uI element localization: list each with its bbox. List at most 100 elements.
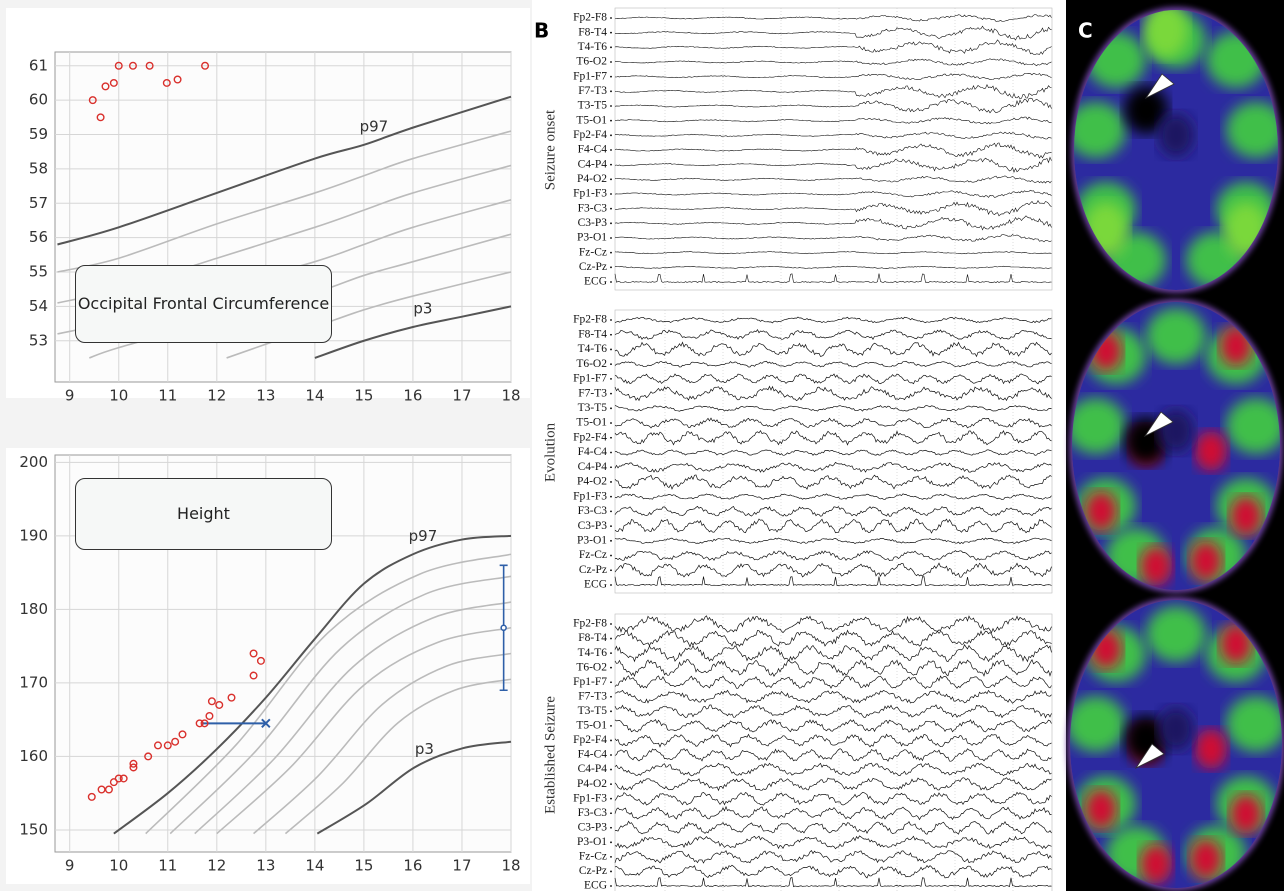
eeg-channel-label: T3-T5 [578,100,608,112]
eeg-channel-label: T4-T6 [578,343,608,355]
eeg-marker [610,31,612,34]
data-point [97,785,106,794]
eeg-marker [610,363,612,366]
eeg-channel-label: T4-T6 [578,647,608,659]
pet-blob [1074,102,1126,158]
target-point [500,624,507,632]
y-tick-label: 61 [29,56,48,74]
eeg-marker [610,222,612,225]
eeg-channel-label: Fp2-F8 [573,618,607,630]
x-tick-label: 18 [501,387,520,405]
pet-blob [1146,308,1206,364]
eeg-marker [610,666,612,669]
data-point [114,774,123,783]
eeg-marker [610,695,612,698]
eeg-marker [610,61,612,63]
pet-blob [1190,541,1222,581]
eeg-trace [614,505,1052,517]
eeg-trace [614,576,1052,587]
eeg-trace [614,493,1052,500]
eeg-marker [610,319,612,321]
eeg-marker [610,451,612,454]
pet-blob [1220,624,1252,664]
eeg-trace [614,615,1052,634]
eeg-marker [610,539,612,542]
pet-arrowhead [1143,411,1174,438]
x-tick-label: 16 [403,387,422,405]
pet-blob [1158,113,1194,157]
eeg-trace [614,689,1052,704]
eeg-trace [614,550,1052,562]
eeg-marker [610,826,612,829]
eeg-marker [610,90,612,93]
data-point [195,719,204,728]
eeg-channel-label: Fz-Cz [579,549,607,561]
eeg-trace [614,719,1052,733]
eeg-channel-label: T3-T5 [578,402,608,414]
eeg-channel-label: P3-O1 [577,534,607,546]
pet-blob [1195,431,1227,471]
eeg-trace [614,449,1052,456]
eeg-trace [614,474,1052,490]
eeg-marker [610,481,612,483]
panel-label: B [534,19,549,43]
eeg-trace [614,265,1052,269]
pet-blob [1085,491,1117,531]
x-tick-label: 16 [403,857,422,875]
eeg-marker [610,495,612,498]
eeg-channel-label: Cz-Pz [579,865,607,877]
eeg-marker [610,333,612,336]
pet-blob [1195,729,1227,769]
data-point [104,785,113,794]
x-tick-label: 17 [452,387,471,405]
percentile-curve [57,95,512,246]
eeg-marker [610,739,612,742]
eeg-marker [610,163,612,166]
data-point [109,78,118,87]
eeg-channel-label: Fp1-F3 [573,792,607,804]
eeg-marker [610,105,612,107]
y-tick-label: 57 [29,194,48,212]
pet-blob [1140,844,1172,884]
percentile-curve [253,652,512,835]
data-point [129,763,138,772]
eeg-channel-label: F3-C3 [578,807,608,819]
eeg-channel-label: Fp1-F7 [573,373,607,385]
eeg-channel-label: F3-C3 [578,505,608,517]
eeg-trace [614,131,1052,140]
eeg-trace [614,72,1052,81]
eeg-marker [610,510,612,513]
eeg-marker [610,724,612,727]
x-tick-label: 12 [207,857,226,875]
eeg-trace [614,39,1052,56]
y-tick-label: 200 [19,453,48,471]
eeg-trace [614,791,1052,806]
data-point [227,693,236,702]
eeg-trace [614,518,1052,534]
pet-arrowhead [1144,73,1175,100]
eeg-channel-label: F7-T3 [578,690,607,702]
y-tick-label: 180 [19,600,48,618]
x-tick-label: 15 [354,387,373,405]
eeg-trace [614,562,1052,578]
data-point [249,649,258,658]
eeg-marker [610,466,612,469]
eeg-trace [614,461,1052,473]
percentile-curve [284,678,512,835]
eeg-trace [614,175,1052,184]
eeg-trace [614,273,1052,283]
data-point [173,75,182,84]
pet-images [1067,7,1284,891]
eeg-marker [610,119,612,122]
eeg-trace [614,116,1052,125]
eeg-trace [614,643,1052,663]
eeg-channel-label: F8-T4 [578,26,607,38]
y-tick-label: 56 [29,228,48,246]
percentile-curve [57,130,512,273]
eeg-marker [610,812,612,815]
bone-age-cross [261,718,271,729]
eeg-channel-label: C4-P4 [578,763,608,775]
eeg-marker [610,855,612,858]
eeg-channel-label: C4-P4 [578,158,608,170]
pet-blob [1140,546,1172,586]
